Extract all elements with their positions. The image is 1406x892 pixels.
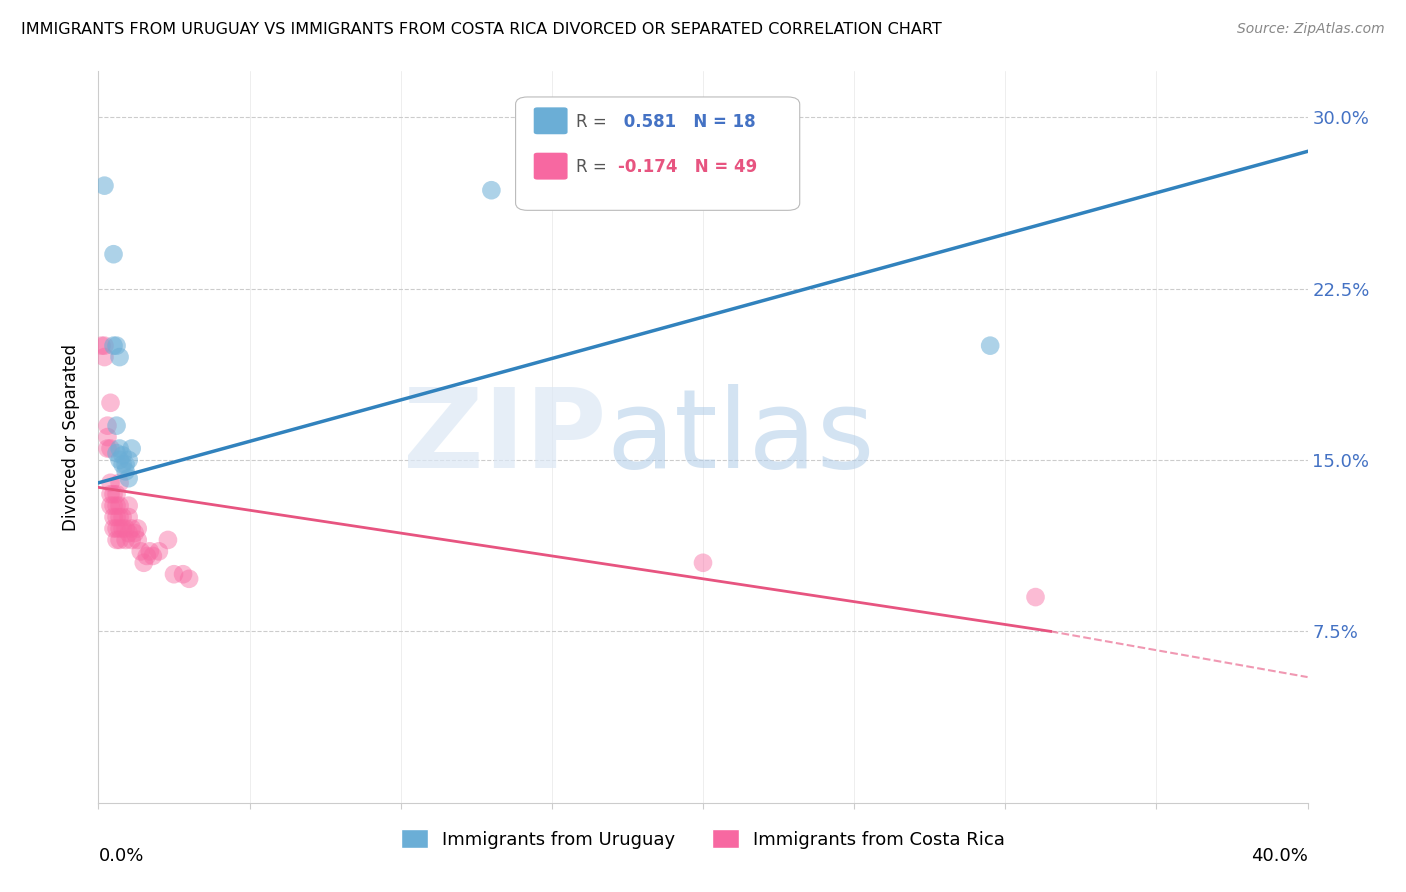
Point <box>127 533 149 547</box>
Text: ZIP: ZIP <box>404 384 606 491</box>
Point <box>114 464 136 478</box>
Point <box>100 396 122 410</box>
Point <box>103 338 125 352</box>
Point <box>135 549 157 563</box>
Text: 0.581   N = 18: 0.581 N = 18 <box>619 112 756 131</box>
Point <box>103 247 125 261</box>
Point <box>105 499 128 513</box>
Point <box>172 567 194 582</box>
Point <box>93 338 115 352</box>
Point <box>105 521 128 535</box>
Point <box>108 510 131 524</box>
Point <box>96 430 118 444</box>
Point <box>118 499 141 513</box>
Point <box>96 418 118 433</box>
Point <box>108 521 131 535</box>
Point <box>93 350 115 364</box>
Point <box>111 510 134 524</box>
Text: R =: R = <box>576 112 607 131</box>
Point <box>179 572 201 586</box>
Text: -0.174   N = 49: -0.174 N = 49 <box>619 158 758 177</box>
Point <box>105 446 128 460</box>
Point <box>114 533 136 547</box>
Text: 40.0%: 40.0% <box>1251 847 1308 864</box>
Point <box>114 521 136 535</box>
Point <box>114 458 136 472</box>
Point <box>105 533 128 547</box>
Point <box>108 475 131 490</box>
Point <box>121 442 143 456</box>
FancyBboxPatch shape <box>516 97 800 211</box>
Point <box>1024 590 1046 604</box>
Point <box>163 567 186 582</box>
Point <box>108 350 131 364</box>
Point <box>121 533 143 547</box>
Text: 0.0%: 0.0% <box>98 847 143 864</box>
Point <box>156 533 179 547</box>
Y-axis label: Divorced or Separated: Divorced or Separated <box>62 343 80 531</box>
FancyBboxPatch shape <box>534 153 568 179</box>
Point <box>142 549 165 563</box>
Point <box>108 453 131 467</box>
Point <box>481 183 503 197</box>
Point <box>93 178 115 193</box>
Point <box>139 544 162 558</box>
Point <box>108 499 131 513</box>
Point <box>103 487 125 501</box>
Point <box>103 499 125 513</box>
Point <box>132 556 155 570</box>
Point <box>118 526 141 541</box>
Point <box>111 458 134 472</box>
Point <box>100 499 122 513</box>
Point <box>979 338 1001 352</box>
Text: R =: R = <box>576 158 607 177</box>
Point <box>96 442 118 456</box>
Point <box>111 521 134 535</box>
Point <box>105 487 128 501</box>
Point <box>108 442 131 456</box>
Point <box>105 418 128 433</box>
Point <box>129 544 152 558</box>
Text: IMMIGRANTS FROM URUGUAY VS IMMIGRANTS FROM COSTA RICA DIVORCED OR SEPARATED CORR: IMMIGRANTS FROM URUGUAY VS IMMIGRANTS FR… <box>21 22 942 37</box>
Point <box>124 526 146 541</box>
Text: atlas: atlas <box>606 384 875 491</box>
Point <box>108 533 131 547</box>
Point <box>148 544 170 558</box>
Point <box>692 556 714 570</box>
Point <box>103 521 125 535</box>
Point <box>105 338 128 352</box>
Point <box>118 471 141 485</box>
Point <box>100 487 122 501</box>
Point <box>127 521 149 535</box>
Point <box>100 442 122 456</box>
FancyBboxPatch shape <box>534 107 568 135</box>
Point <box>121 521 143 535</box>
Text: Source: ZipAtlas.com: Source: ZipAtlas.com <box>1237 22 1385 37</box>
Point <box>105 510 128 524</box>
Legend: Immigrants from Uruguay, Immigrants from Costa Rica: Immigrants from Uruguay, Immigrants from… <box>394 822 1012 856</box>
Point <box>118 510 141 524</box>
Point <box>111 449 134 463</box>
Point <box>103 510 125 524</box>
Point <box>90 338 112 352</box>
Point <box>100 475 122 490</box>
Point <box>118 453 141 467</box>
